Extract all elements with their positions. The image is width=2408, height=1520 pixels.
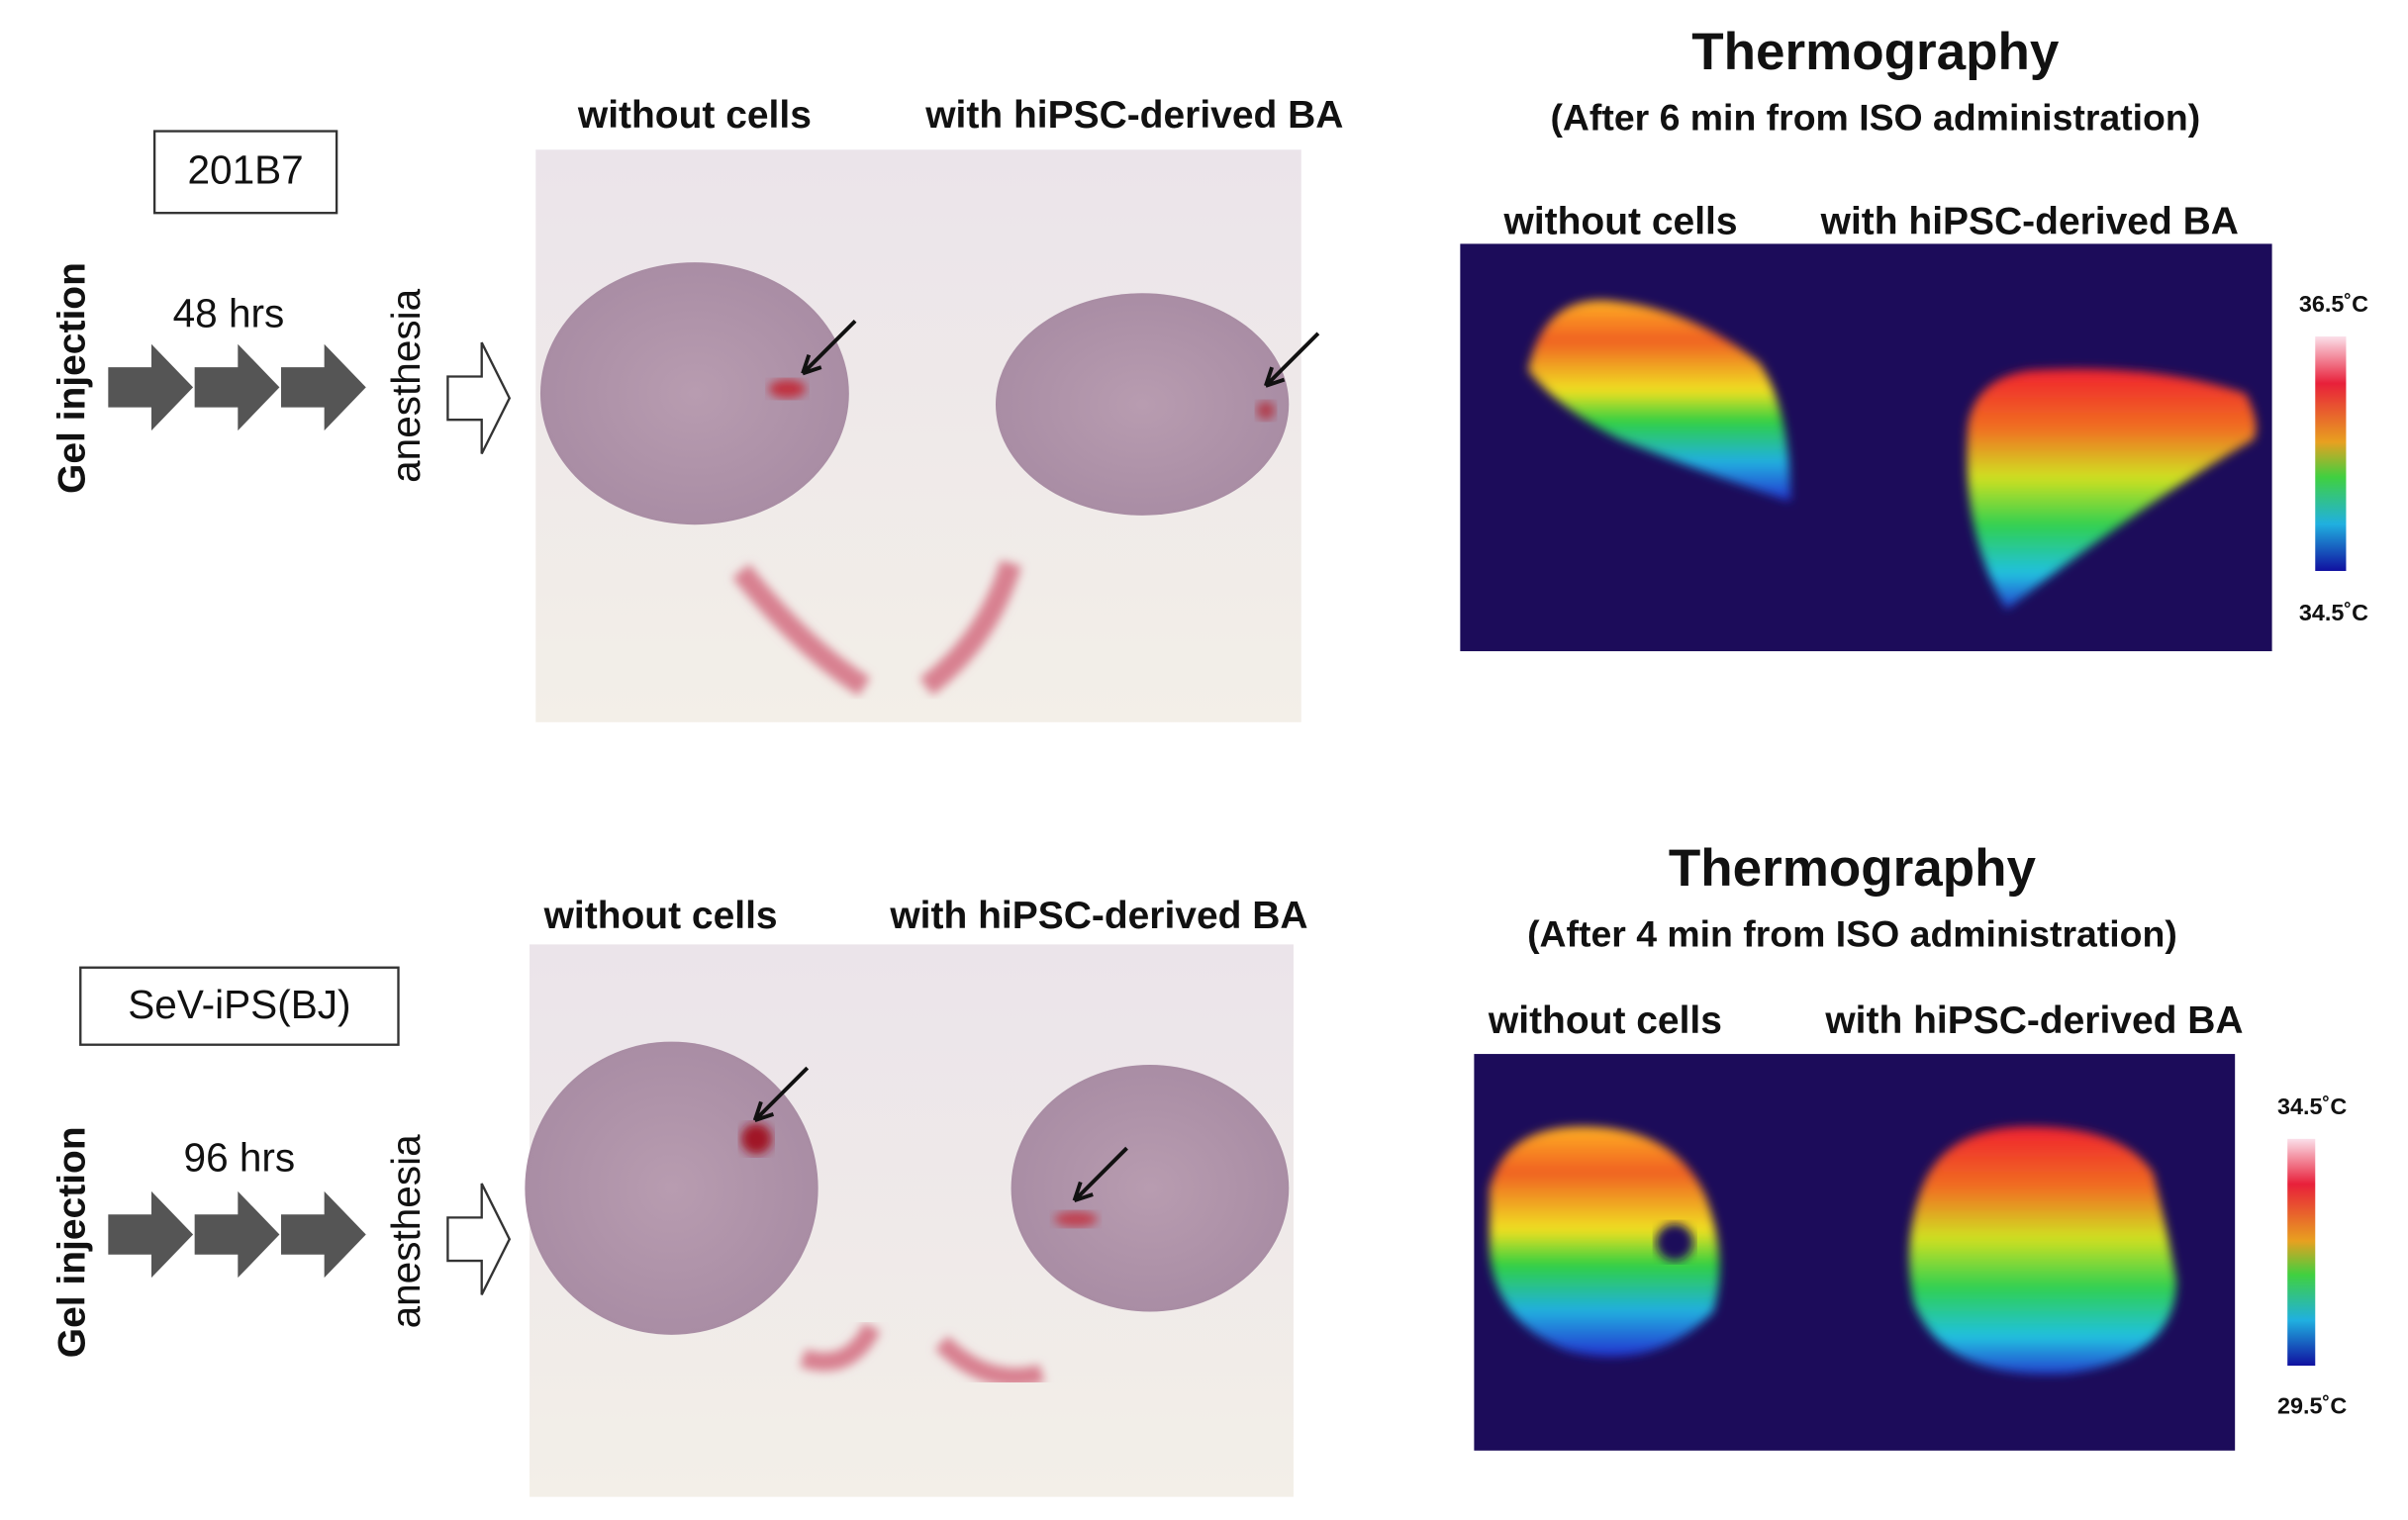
- thermal-image: [1460, 243, 2272, 652]
- label-box: [79, 966, 400, 1046]
- photo-caption: with hiPSC-derived BA: [924, 94, 1343, 137]
- duration-label: 48 hrs: [173, 290, 285, 335]
- scale-max: 34.5˚C: [2277, 1093, 2347, 1119]
- arrow-icon: [194, 343, 280, 431]
- photo-caption: without cells: [577, 94, 812, 137]
- arrow-icon: [108, 343, 194, 431]
- color-scale: [2287, 1138, 2316, 1367]
- label-box: [152, 130, 338, 215]
- step-label: Gel injection: [50, 262, 93, 494]
- thermo-caption: with hiPSC-derived BA: [1820, 200, 2239, 242]
- arrow-icon: [280, 343, 366, 431]
- step-label: Gel injection: [50, 1126, 93, 1358]
- row-2: SeV-iPS(BJ) Gel injection 96 hrs anesthe…: [50, 839, 2347, 1497]
- arrow-icon: [108, 1190, 194, 1279]
- photo-caption: with hiPSC-derived BA: [889, 895, 1307, 937]
- scale-min: 34.5˚C: [2299, 600, 2368, 625]
- color-scale: [2315, 335, 2347, 571]
- thermo-caption: without cells: [1503, 200, 1738, 242]
- arrow-icon: [194, 1190, 280, 1279]
- photo-caption: without cells: [543, 895, 778, 937]
- thermo-title: Thermography: [1669, 839, 2037, 898]
- thermo-subtitle: (After 6 min from ISO administration): [1550, 97, 2200, 139]
- arrow-icon: [280, 1190, 366, 1279]
- thermo-subtitle: (After 4 min from ISO administration): [1527, 912, 2177, 954]
- thermo-caption: with hiPSC-derived BA: [1824, 999, 2243, 1042]
- scale-max: 36.5˚C: [2299, 291, 2368, 317]
- thermo-title: Thermography: [1691, 23, 2060, 81]
- sample-label: SeV-iPS(BJ): [128, 982, 350, 1027]
- thermo-caption: without cells: [1488, 999, 1722, 1042]
- treatment-label: anesthesia: [383, 288, 429, 483]
- mouse-photo: [525, 944, 1294, 1497]
- thermal-image: [1474, 1054, 2236, 1451]
- mouse-photo: [535, 149, 1320, 722]
- sample-label: 201B7: [188, 146, 304, 192]
- duration-label: 96 hrs: [184, 1134, 296, 1180]
- treatment-label: anesthesia: [383, 1134, 429, 1329]
- arrow-icon: [446, 1182, 511, 1296]
- arrow-icon: [446, 341, 511, 455]
- row-1: 201B7 Gel injection 48 hrs anesthesia wi…: [50, 23, 2368, 722]
- scale-min: 29.5˚C: [2277, 1392, 2347, 1418]
